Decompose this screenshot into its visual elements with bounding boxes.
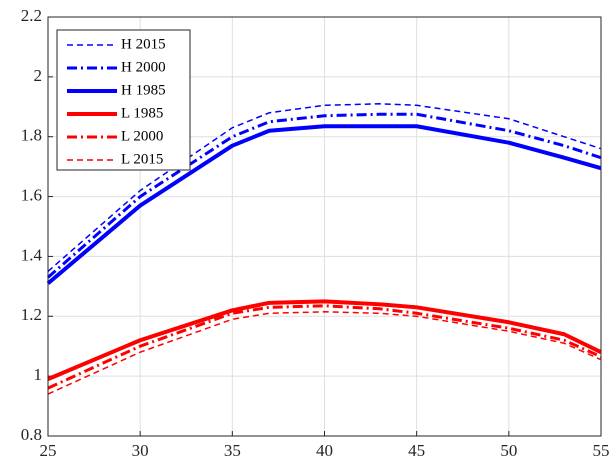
legend: H 2015 H 2000 H 1985 L 1985 L 2000 L 2015 (56, 29, 191, 171)
y-tick-label: 1 (34, 365, 43, 384)
y-tick-label: 1.6 (21, 185, 42, 204)
x-tick-label: 35 (224, 441, 241, 460)
legend-label: H 1985 (121, 82, 166, 98)
series-line (47, 112, 602, 279)
legend-label: H 2000 (121, 59, 166, 75)
x-tick-label: 55 (593, 441, 610, 460)
x-tick-label: 50 (500, 441, 517, 460)
axes-box (47, 16, 602, 437)
x-tick-label: 45 (408, 441, 425, 460)
legend-label: H 2015 (121, 36, 166, 52)
y-tick-label: 1.4 (21, 245, 43, 264)
series-line (47, 304, 602, 390)
legend-label: L 2015 (121, 151, 163, 167)
series-line (47, 299, 602, 381)
series-line (46, 124, 602, 285)
series-line (47, 311, 602, 395)
legend-label: L 2000 (121, 128, 163, 144)
y-tick-label: 2 (34, 66, 43, 85)
x-tick-label: 30 (132, 441, 149, 460)
y-tick-label: 2.2 (21, 6, 42, 25)
y-tick-label: 1.8 (21, 126, 42, 145)
y-tick-label: 1.2 (21, 305, 42, 324)
legend-box (56, 29, 191, 171)
series-line (47, 103, 602, 272)
x-tick-label: 25 (40, 441, 57, 460)
legend-label: L 1985 (121, 105, 163, 121)
x-tick-label: 40 (316, 441, 333, 460)
y-tick-label: 0.8 (21, 425, 42, 444)
